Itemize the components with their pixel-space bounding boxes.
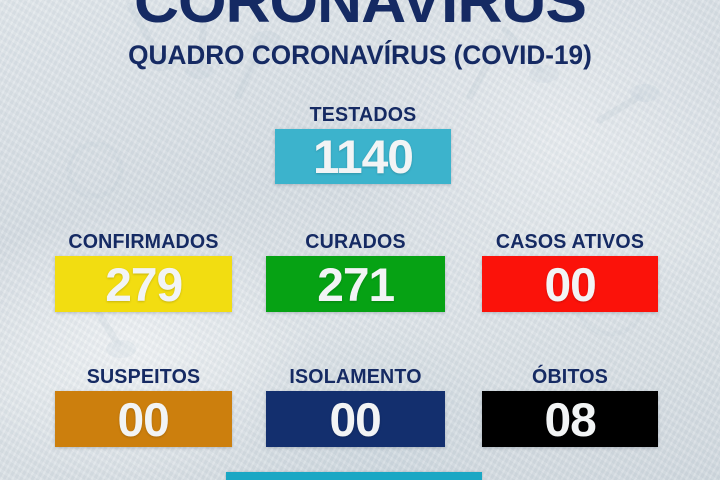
stat-box-casos-ativos: 00 xyxy=(482,256,658,312)
stat-card-obitos: ÓBITOS 08 xyxy=(482,366,658,447)
stat-box-testados: 1140 xyxy=(275,129,451,184)
stat-card-isolamento: ISOLAMENTO 00 xyxy=(266,366,445,447)
stat-label-casos-ativos: CASOS ATIVOS xyxy=(495,231,645,253)
page-subtitle: QUADRO CORONAVÍRUS (COVID-19) xyxy=(128,40,592,70)
stat-label-curados: CURADOS xyxy=(305,231,406,253)
stat-box-curados: 271 xyxy=(266,256,445,312)
stat-label-suspeitos: SUSPEITOS xyxy=(86,366,201,388)
stat-label-confirmados: CONFIRMADOS xyxy=(68,231,219,253)
stat-value-confirmados: 279 xyxy=(105,257,183,311)
bottom-accent-bar xyxy=(226,472,482,480)
stat-value-casos-ativos: 00 xyxy=(544,257,596,311)
page-title: CORONAVÍRUS xyxy=(134,0,587,35)
stat-label-isolamento: ISOLAMENTO xyxy=(289,366,422,388)
stat-box-isolamento: 00 xyxy=(266,391,445,447)
stat-value-testados: 1140 xyxy=(313,130,414,183)
stat-box-suspeitos: 00 xyxy=(55,391,232,447)
stat-value-suspeitos: 00 xyxy=(117,392,170,446)
stat-card-curados: CURADOS 271 xyxy=(266,231,445,312)
stat-card-testados: TESTADOS 1140 xyxy=(275,104,451,184)
stat-label-testados: TESTADOS xyxy=(309,104,417,126)
stat-value-obitos: 08 xyxy=(544,392,596,446)
stat-value-curados: 271 xyxy=(317,257,395,311)
stat-label-obitos: ÓBITOS xyxy=(532,366,608,388)
stat-card-suspeitos: SUSPEITOS 00 xyxy=(55,366,232,447)
stat-box-obitos: 08 xyxy=(482,391,658,447)
stat-card-casos-ativos: CASOS ATIVOS 00 xyxy=(482,231,658,312)
stat-card-confirmados: CONFIRMADOS 279 xyxy=(55,231,232,312)
header-block: CORONAVÍRUS QUADRO CORONAVÍRUS (COVID-19… xyxy=(0,0,720,70)
stat-box-confirmados: 279 xyxy=(55,256,232,312)
stat-value-isolamento: 00 xyxy=(329,392,382,446)
